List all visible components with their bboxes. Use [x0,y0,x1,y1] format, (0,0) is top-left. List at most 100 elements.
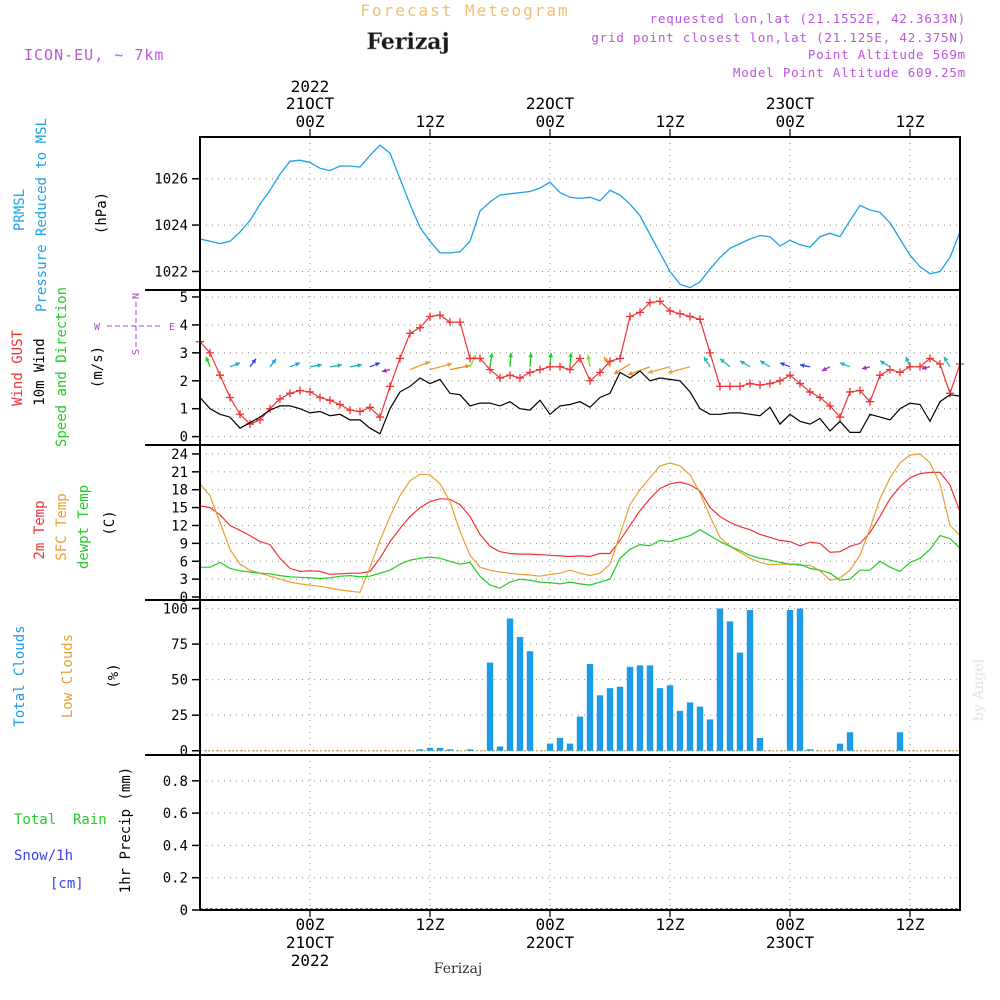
y-tick-label: 0 [180,903,188,919]
arrow-head [800,363,805,369]
gust-marker [856,386,864,395]
cloud-bar [436,747,444,751]
wind-panel-labels: Wind GUST 10m Wind Speed and Direction (… [10,287,175,447]
panel-2: 0 1 2 3 4 5 [180,289,964,446]
sfc-temp-line [199,453,961,593]
y-tick-label: 6 [180,554,188,570]
cloud-bar [756,737,764,751]
gust-marker [916,362,924,371]
arrow-head [568,352,574,358]
wind-direction-arrow [229,362,241,368]
precip-panel-labels: Total Rain Snow/1h [cm] 1hr Precip (mm) [14,767,134,893]
wind-direction-arrow [667,366,691,374]
gust-marker [376,413,384,422]
rain-label: Total Rain [14,812,107,828]
y-tick-label: 9 [180,536,188,552]
cloud-bar [656,688,664,751]
y-tick-label: 75 [171,637,188,653]
gust-marker [656,297,664,306]
sfc-label: SFC Temp [54,493,70,560]
gust-marker [726,382,734,391]
wind-direction-arrow [703,356,711,368]
y-tick-label: 18 [171,483,188,499]
arrow-head [357,363,362,368]
gust-marker [766,379,774,388]
bottom-time-label: 2022 [291,951,330,970]
cloud-bar [706,719,714,751]
y-tick-label: 1022 [154,264,188,280]
snow-label: Snow/1h [14,848,73,864]
wind-direction-arrow [586,354,592,367]
arrow-head [375,362,380,367]
y-tick-label: 24 [171,447,188,463]
cloud-bar [896,732,904,751]
t2m-label: 2m Temp [32,500,48,559]
compass-w: W [94,322,101,333]
cloud-bar [796,608,804,751]
pressure-panel-labels: PRMSL Pressure Reduced to MSL (hPa) [12,118,110,312]
y-tick-label: 3 [180,346,188,362]
gust-marker [516,373,524,382]
arrow-head [880,360,885,366]
wind-direction-arrow [289,362,301,368]
arrow-head [720,358,725,364]
requested-coords: requested lon,lat (21.1552E, 42.3633N) [650,11,966,26]
arrow-head [628,371,633,376]
gust-marker [476,354,484,363]
y-tick-label: 15 [171,501,188,517]
gust-marker [386,382,394,391]
cloud-bar [676,710,684,751]
gust-marker [756,380,764,389]
top-time-label: 12Z [416,112,445,131]
arrow-head [704,356,709,362]
gust-marker [456,318,464,327]
cloud-bar [736,652,744,751]
cloud-bar [616,686,624,751]
wind-direction-arrow [349,363,363,368]
gust-marker [616,354,624,363]
cloud-bar [586,663,594,751]
arrow-head [317,363,322,368]
model-name: ICON-EU, ~ 7km [24,46,164,64]
arrow-head [205,356,210,362]
gust-marker [206,348,214,357]
arrow-head [425,360,430,366]
arrow-head [465,364,470,369]
gust-marker [946,389,954,398]
gust-marker [586,376,594,385]
y-tick-label: 4 [180,318,188,334]
wind-direction-arrow [369,362,381,368]
chart-title: Forecast Meteogram [360,1,569,20]
y-tick-label: 0 [180,744,188,760]
y-tick-label: 0.6 [163,806,188,822]
cloud-bar [686,702,694,751]
bottom-time-label: 12Z [416,915,445,934]
panels: 1022102410260123450369121518212402550751… [145,136,964,919]
cloud-bar [546,743,554,751]
wind-direction-arrow [647,366,671,374]
arrow-head [489,352,494,358]
gust-marker [686,312,694,321]
gust-marker [606,357,614,366]
gust-marker [776,376,784,385]
cloud-bar [416,749,424,751]
top-time-label: 21OCT [286,94,335,113]
cloud-bar [506,618,514,751]
wind-direction-arrow [528,352,534,367]
panel-frame [199,136,961,291]
gust-marker [226,393,234,402]
point-altitude: Point Altitude 569m [808,47,966,62]
panel-1: 1022 1024 1026 [154,136,961,291]
wind-direction-arrow [568,352,574,367]
gust-marker [796,379,804,388]
y-tick-label: 0 [180,590,188,606]
cloud-bar [836,743,844,751]
arrow-head [447,362,452,368]
gust-marker [326,396,334,405]
wind-direction-arrow [719,358,731,368]
wind-line [199,370,961,435]
gust-marker [436,311,444,320]
cloud-panel-labels: Total Clouds Low Clouds (%) [12,625,122,726]
arrow-head [614,369,619,375]
